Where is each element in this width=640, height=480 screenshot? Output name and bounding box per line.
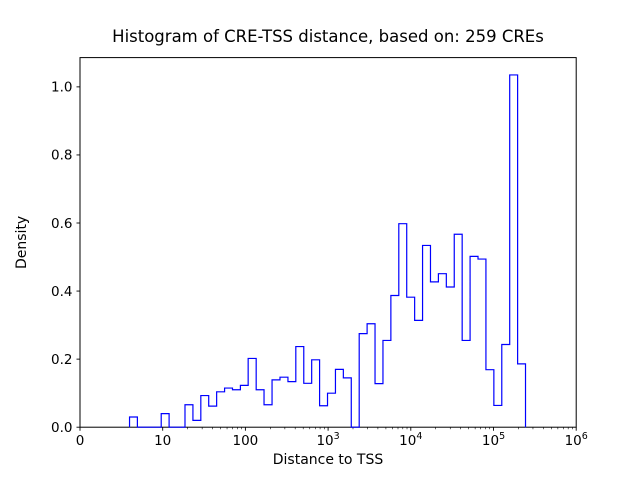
axes-area: 0 10 100 103 104 105 106 0.0 0.2 0.4 0.6 0.8 1.0: [51, 57, 588, 449]
x-tick-label: 103: [316, 431, 339, 449]
y-tick-label: 0.4: [51, 284, 72, 300]
x-tick-label: 105: [482, 431, 505, 449]
y-tick-label: 0.6: [51, 216, 72, 232]
x-axis-label: Distance to TSS: [273, 452, 384, 468]
x-tick-label: 106: [565, 431, 588, 449]
y-tick-label: 0.2: [51, 352, 72, 368]
x-tick-label: 100: [233, 433, 259, 449]
x-tick-label: 104: [399, 431, 422, 449]
x-tick-label: 10: [154, 433, 171, 449]
y-tick-label: 0.8: [51, 148, 72, 164]
y-axis-label: Density: [14, 216, 30, 269]
x-tick-label: 0: [76, 433, 85, 449]
chart-title: Histogram of CRE-TSS distance, based on:…: [112, 27, 544, 46]
y-tick-label: 1.0: [51, 80, 72, 96]
y-tick-label: 0.0: [51, 420, 72, 436]
histogram-step-line: [128, 74, 527, 428]
